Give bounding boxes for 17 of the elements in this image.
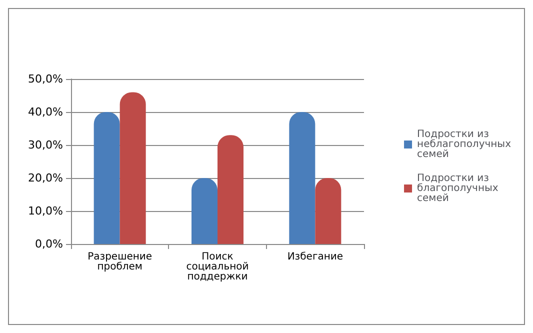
x-tick-label: Разрешение проблем — [88, 252, 152, 272]
x-tick-label: Избегание — [287, 252, 344, 262]
legend-label: Подростки из благополучных семей — [417, 173, 498, 204]
y-tick-label: 30,0% — [28, 138, 63, 152]
y-tick-label: 10,0% — [28, 204, 63, 218]
legend-label: Подростки из неблагополучных семей — [417, 129, 512, 160]
x-tick-label: Поиск социальной поддержки — [186, 252, 249, 282]
y-tick-label: 50,0% — [28, 72, 63, 86]
bar — [94, 112, 120, 244]
bar — [315, 178, 342, 244]
bar — [218, 135, 244, 244]
bar — [120, 92, 146, 244]
y-tick-label: 20,0% — [28, 172, 63, 184]
y-tick-label: 40,0% — [28, 106, 63, 118]
bar — [192, 178, 218, 244]
bar — [289, 112, 316, 244]
y-tick-label: 0,0% — [35, 238, 63, 250]
